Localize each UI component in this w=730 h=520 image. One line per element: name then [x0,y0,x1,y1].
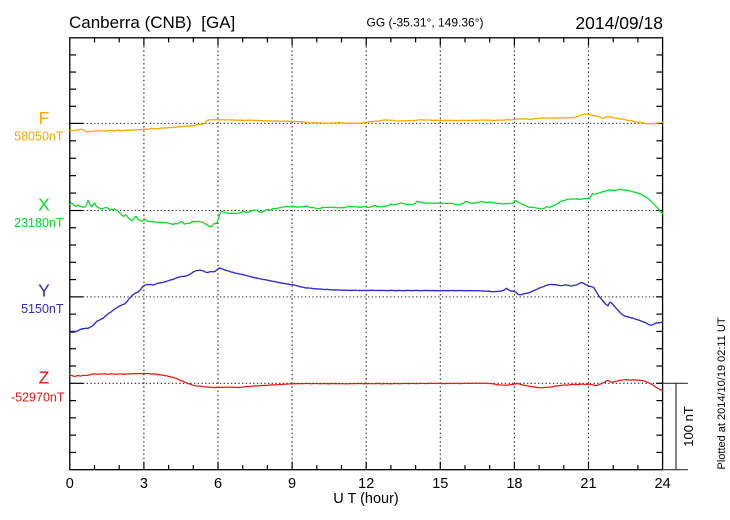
svg-text:Z: Z [39,368,50,388]
svg-text:24: 24 [655,476,671,492]
svg-text:GG (-35.31°, 149.36°): GG (-35.31°, 149.36°) [367,16,484,30]
svg-text:18: 18 [506,476,522,492]
svg-text:F: F [39,108,50,128]
svg-text:-52970nT: -52970nT [11,391,65,405]
svg-text:6: 6 [214,476,222,492]
svg-text:Y: Y [38,281,50,301]
svg-text:U T (hour): U T (hour) [333,491,399,507]
svg-text:3: 3 [140,476,148,492]
svg-text:2014/09/18: 2014/09/18 [575,13,663,33]
svg-text:9: 9 [288,476,296,492]
svg-text:12: 12 [358,476,374,492]
svg-text:Canberra (CNB) [GA]: Canberra (CNB) [GA] [69,13,235,32]
svg-text:21: 21 [580,476,596,492]
svg-text:100 nT: 100 nT [681,406,696,447]
svg-text:Plotted at 2014/10/19 02:11 UT: Plotted at 2014/10/19 02:11 UT [716,317,728,469]
svg-text:X: X [38,194,50,214]
svg-text:15: 15 [432,476,448,492]
svg-text:58050nT: 58050nT [14,130,64,144]
svg-text:5150nT: 5150nT [21,302,64,316]
svg-text:23180nT: 23180nT [14,216,64,230]
svg-text:0: 0 [66,476,74,492]
